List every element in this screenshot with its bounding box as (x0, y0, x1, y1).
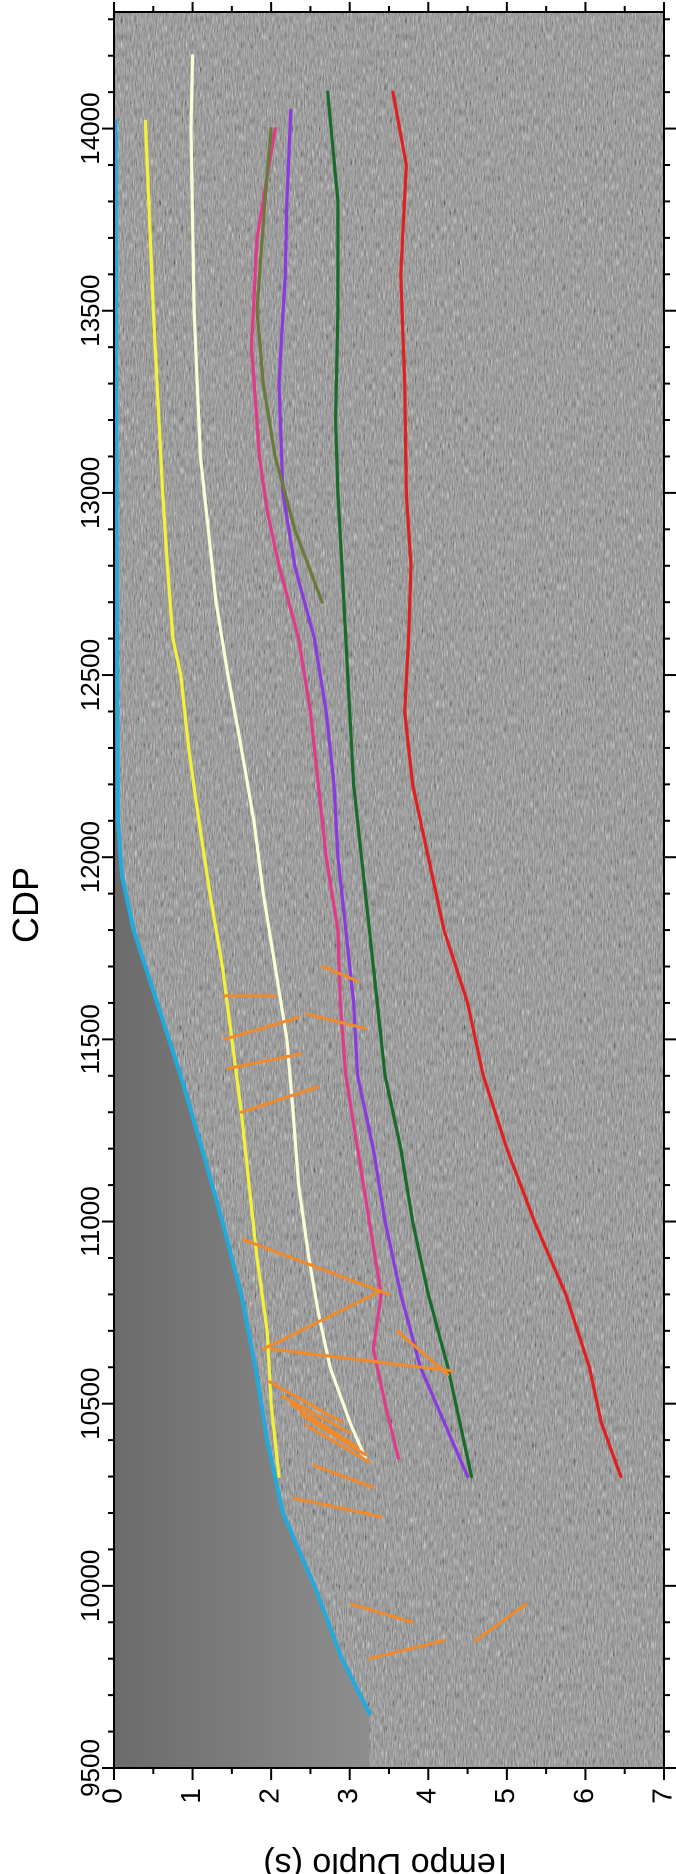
cdp-tick-label: 11000 (75, 1186, 105, 1256)
time-axis-title: Tempo Duplo (s) (263, 1846, 512, 1874)
cdp-tick-label: 13000 (75, 457, 105, 529)
fault-line (349, 1602, 415, 1624)
fault-line (242, 1238, 391, 1296)
cdp-tick-label: 13500 (75, 275, 105, 347)
fault-line (312, 1464, 375, 1489)
fault-line (268, 1380, 344, 1424)
fault-line (222, 1016, 301, 1041)
time-tick-label: 0 (96, 1788, 127, 1804)
horizon-seafloor (114, 119, 372, 1716)
horizon-lines (114, 54, 623, 1716)
horizon-green (326, 90, 474, 1479)
fault-line (367, 1639, 446, 1661)
horizon-pink (249, 127, 400, 1460)
horizon-purple (277, 108, 470, 1479)
fault-line (281, 1394, 352, 1435)
fault-line (293, 1496, 383, 1519)
cdp-tick-label: 12000 (75, 821, 105, 893)
fault-line (226, 1052, 303, 1070)
horizon-cream (189, 54, 367, 1460)
time-tick-label: 3 (332, 1788, 363, 1804)
cdp-tick-label: 11500 (75, 1004, 105, 1074)
cdp-axis-title: CDP (5, 867, 46, 943)
time-tick-label: 7 (646, 1788, 676, 1804)
time-tick-label: 4 (411, 1788, 442, 1804)
horizon-olive (255, 127, 324, 604)
axis-ticks: 9500 10000 10500 11000 11500 12000 12500 13000 1… (75, 2, 676, 1804)
horizon-yellow (143, 119, 281, 1479)
fault-line (320, 965, 360, 983)
horizon-red (391, 90, 623, 1479)
fault-line (239, 1085, 320, 1114)
fault-lines (222, 965, 528, 1661)
time-tick-label: 6 (568, 1788, 599, 1804)
time-tick-label: 5 (489, 1788, 520, 1804)
fault-line (473, 1602, 528, 1642)
cdp-tick-label: 10500 (75, 1368, 105, 1440)
time-tick-label: 2 (254, 1788, 285, 1804)
cdp-tick-label: 9500 (75, 1739, 105, 1797)
cdp-tick-label: 10000 (75, 1550, 105, 1622)
fault-line (305, 1424, 371, 1464)
water-column (114, 121, 370, 1768)
fault-line (305, 1012, 367, 1030)
fault-line (269, 1347, 454, 1373)
cdp-tick-label: 14000 (75, 92, 105, 164)
fault-line (289, 1402, 360, 1449)
fault-line (395, 1329, 450, 1376)
fault-line (299, 1413, 367, 1457)
cdp-tick-label: 12500 (75, 639, 105, 711)
time-tick-label: 1 (175, 1788, 206, 1804)
fault-line (261, 1289, 383, 1351)
